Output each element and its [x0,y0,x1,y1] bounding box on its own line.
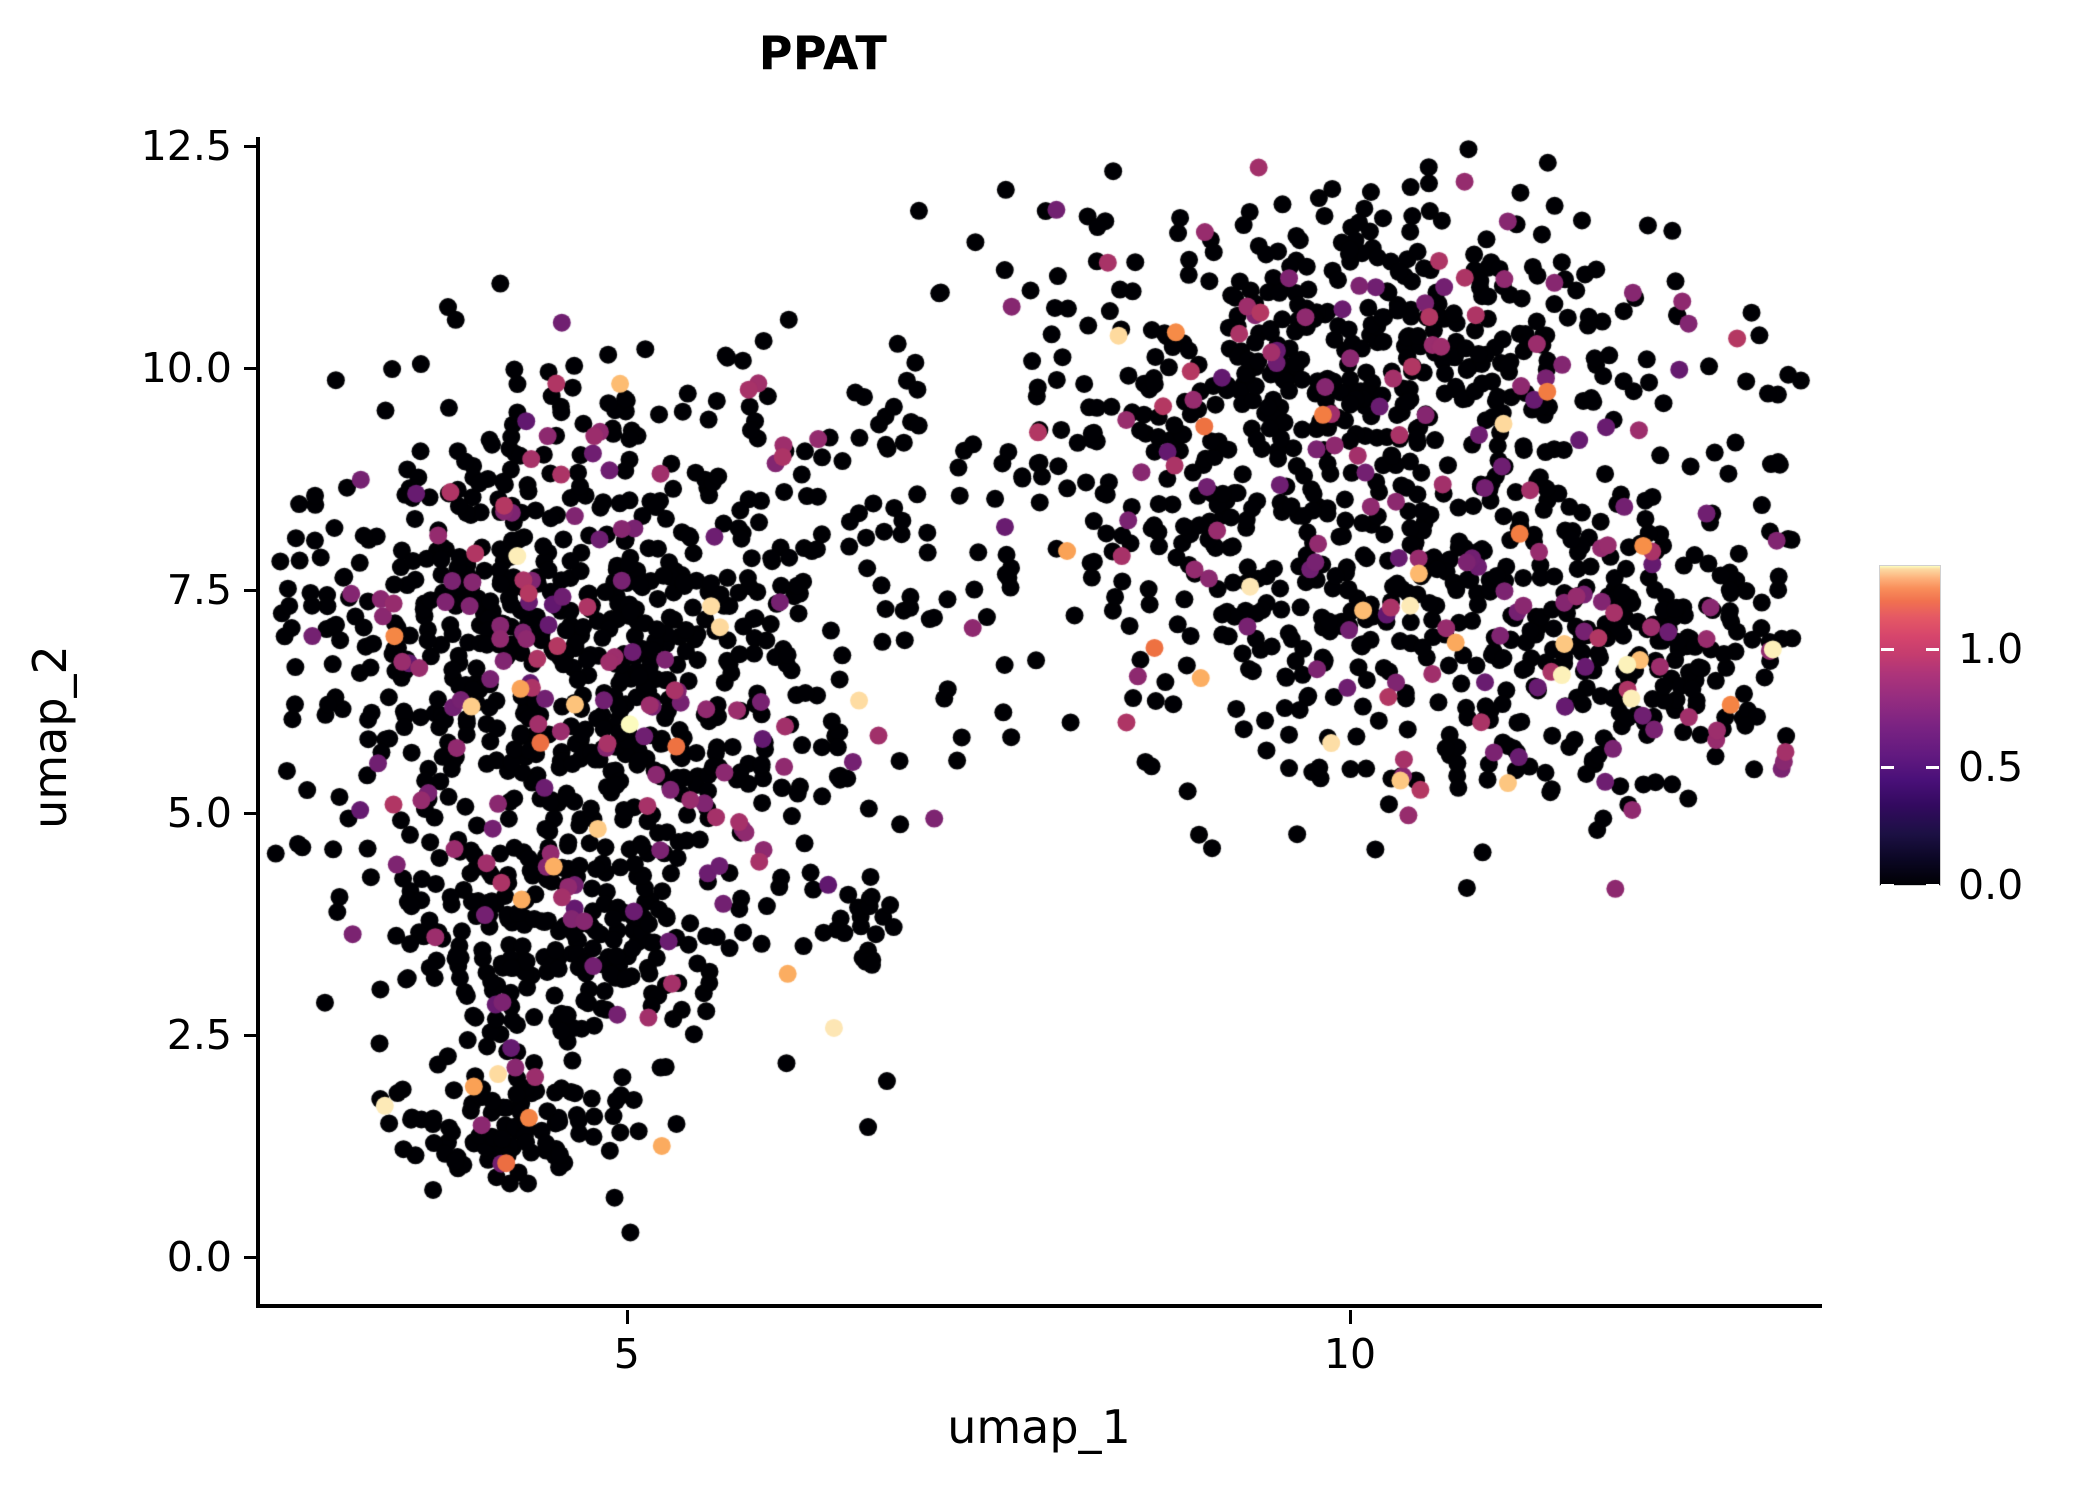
colorbar-gradient [1880,566,1940,885]
colorbar-tick-mark [1926,884,1939,887]
y-tick-mark [244,589,258,593]
y-tick-mark [244,144,258,148]
scatter-plot-area [258,137,1820,1306]
colorbar-tick-mark [1881,647,1894,651]
colorbar-tick-label: 1.0 [1958,624,2024,673]
colorbar-tick-mark [1926,765,1939,769]
colorbar-tick-mark [1881,884,1894,887]
y-axis-label: umap_2 [23,645,77,829]
scatter-points-canvas [258,137,1820,1306]
colorbar-tick-mark [1926,647,1939,651]
x-axis-spine [256,1304,1822,1308]
colorbar-tick-label: 0.0 [1958,861,2024,909]
y-tick-label: 2.5 [166,1010,232,1059]
y-tick-label: 5.0 [166,788,232,837]
y-tick-mark [244,367,258,371]
y-tick-label: 7.5 [166,566,232,615]
colorbar-tick-mark [1881,765,1894,769]
colorbar-tick-label: 0.5 [1958,742,2024,791]
y-tick-label: 0.0 [166,1233,232,1282]
y-tick-mark [244,1256,258,1260]
y-tick-label: 10.0 [140,344,232,393]
y-tick-mark [244,811,258,815]
x-tick-label: 10 [1323,1330,1377,1378]
x-tick-mark [1348,1310,1352,1324]
y-tick-mark [244,1033,258,1037]
x-tick-mark [625,1310,629,1324]
x-axis-label: umap_1 [947,1400,1131,1454]
y-tick-label: 12.5 [140,121,232,170]
page-title: PPAT [758,26,888,80]
x-tick-label: 5 [613,1330,640,1378]
